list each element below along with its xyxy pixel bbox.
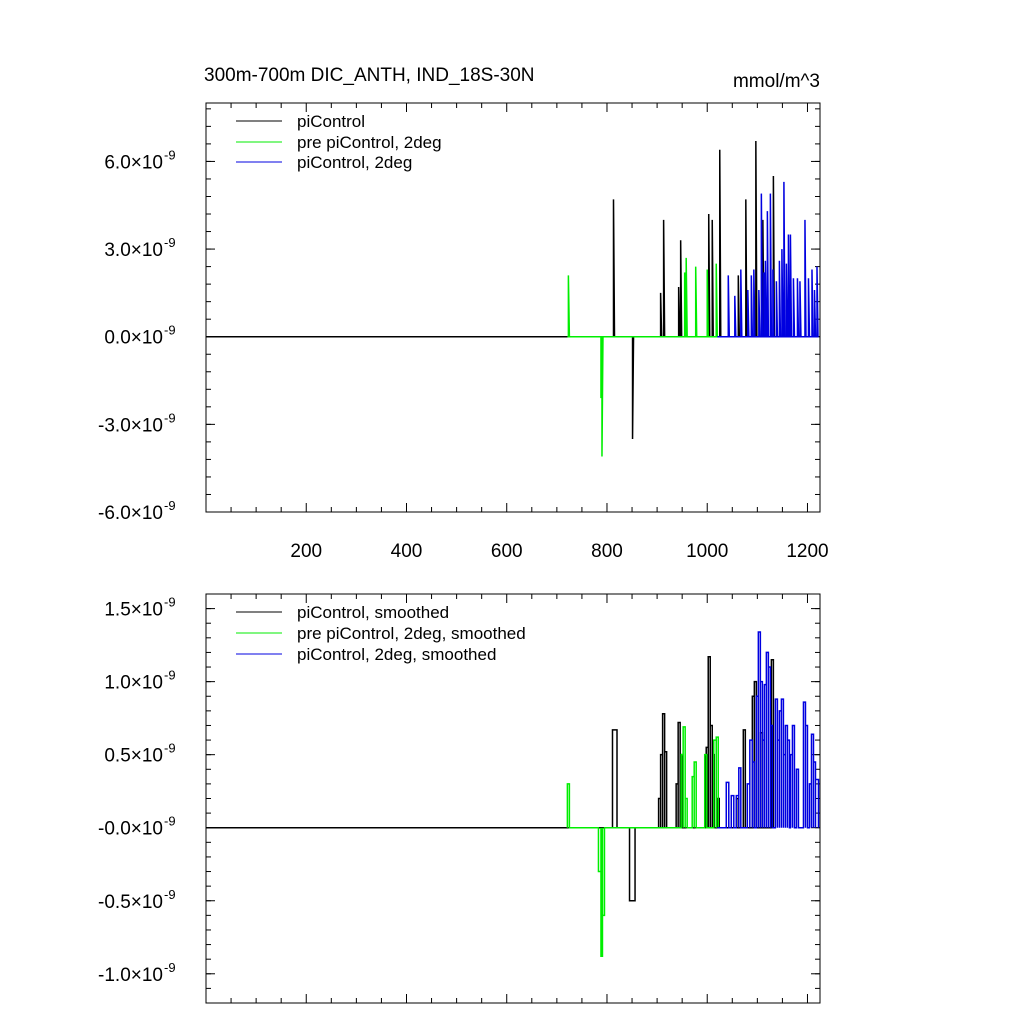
series-pre-picontrol-2deg xyxy=(567,257,721,457)
series-pre-picontrol-2deg-smoothed xyxy=(566,726,721,958)
x-tick-label: 400 xyxy=(391,541,423,562)
plot-frame xyxy=(205,102,821,513)
legend: piControl, smoothed pre piControl, 2deg,… xyxy=(236,603,526,664)
y-tick-label: -0.5×10 xyxy=(98,892,163,913)
y-tick-exponent: -9 xyxy=(164,235,176,250)
y-tick-label: 6.0×10 xyxy=(104,152,163,173)
legend-label-pre-picontrol-2deg-smoothed: pre piControl, 2deg, smoothed xyxy=(297,624,526,643)
series-line xyxy=(566,726,721,958)
series-line xyxy=(717,181,819,338)
series-picontrol-smoothed xyxy=(206,656,775,902)
y-tick-label: 3.0×10 xyxy=(104,240,163,261)
x-tick-label: 200 xyxy=(290,541,322,562)
legend-label-pre-picontrol-2deg: pre piControl, 2deg xyxy=(297,133,442,152)
series-line xyxy=(717,631,820,829)
series-line xyxy=(206,140,776,439)
chart-title: 300m-700m DIC_ANTH, IND_18S-30N xyxy=(204,65,535,86)
legend-label-picontrol-2deg: piControl, 2deg xyxy=(297,153,412,172)
y-tick-label: 0.5×10 xyxy=(104,746,163,767)
y-tick-exponent: -9 xyxy=(164,741,176,756)
y-tick-label: -3.0×10 xyxy=(98,415,163,436)
series-picontrol-2deg-smoothed xyxy=(717,631,820,829)
y-tick-label: -1.0×10 xyxy=(98,965,163,986)
y-tick-label: 1.0×10 xyxy=(104,673,163,694)
x-tick-label: 1200 xyxy=(786,541,828,562)
y-tick-exponent: -9 xyxy=(164,960,176,975)
y-tick-exponent: -9 xyxy=(164,410,176,425)
y-tick-exponent: -9 xyxy=(164,814,176,829)
axis-ticks: 1.5×10 -91.0×10 -90.5×10 -9-0.0×10 -9-0.5×10… xyxy=(98,593,820,1004)
series-line xyxy=(206,656,775,902)
y-tick-label: -0.0×10 xyxy=(98,819,163,840)
legend-label-picontrol-smoothed: piControl, smoothed xyxy=(297,603,449,622)
y-tick-exponent: -9 xyxy=(164,498,176,513)
series-line xyxy=(567,257,721,457)
y-tick-exponent: -9 xyxy=(164,147,176,162)
legend-label-picontrol: piControl xyxy=(297,112,365,131)
legend-label-picontrol-2deg-smoothed: piControl, 2deg, smoothed xyxy=(297,645,496,664)
x-tick-label: 800 xyxy=(591,541,623,562)
units-label: mmol/m^3 xyxy=(733,71,820,92)
series-picontrol-2deg xyxy=(717,181,819,338)
x-tick-label: 1000 xyxy=(686,541,728,562)
series-picontrol xyxy=(206,140,776,439)
y-tick-label: -6.0×10 xyxy=(98,503,163,524)
y-tick-exponent: -9 xyxy=(164,323,176,338)
y-tick-exponent: -9 xyxy=(164,668,176,683)
legend: piControl pre piControl, 2deg piControl,… xyxy=(236,112,442,172)
smoothed-panel: piControl, smoothed pre piControl, 2deg,… xyxy=(98,593,821,1004)
y-tick-label: 1.5×10 xyxy=(104,600,163,621)
x-tick-label: 600 xyxy=(491,541,523,562)
y-tick-exponent: -9 xyxy=(164,595,176,610)
raw-panel: piControl pre piControl, 2deg piControl,… xyxy=(98,102,829,562)
y-tick-exponent: -9 xyxy=(164,887,176,902)
y-tick-label: 0.0×10 xyxy=(104,328,163,349)
